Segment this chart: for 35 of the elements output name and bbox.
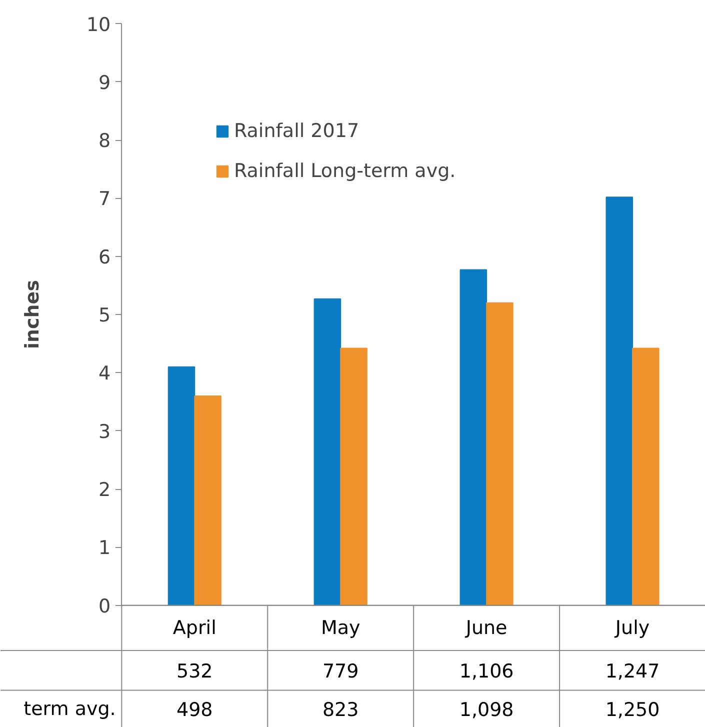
text: 1,106: [459, 660, 514, 682]
legend-label: Rainfall 2017: [234, 120, 360, 142]
bar: [340, 348, 368, 606]
y-tick-label: 3: [98, 420, 111, 443]
y-tick-label: 9: [98, 72, 111, 94]
bar: [632, 348, 660, 606]
bar: [168, 366, 196, 606]
y-tick-label: 10: [86, 14, 111, 36]
bar: [460, 269, 488, 606]
y-tick-label: 1: [98, 537, 111, 560]
text: 779: [322, 660, 359, 682]
text: 1,098: [459, 698, 514, 721]
bar: [314, 298, 342, 606]
x-tick-label: April: [172, 616, 216, 639]
text: 1,247: [605, 660, 660, 682]
y-tick-label: 5: [98, 304, 111, 327]
x-tick-label: May: [320, 616, 360, 639]
text: 532: [176, 660, 213, 682]
text: term avg.: [24, 698, 116, 720]
y-tick-label: 6: [98, 246, 111, 268]
x-tick-label: June: [464, 616, 508, 639]
bar: [606, 196, 634, 606]
y-tick-label: 7: [98, 188, 111, 210]
legend-label: Rainfall Long-term avg.: [234, 160, 456, 182]
y-tick-label: 0: [98, 595, 111, 618]
y-tick-label: 8: [98, 130, 111, 152]
text: 823: [322, 698, 359, 721]
x-tick-label: July: [614, 616, 650, 639]
text: 498: [176, 698, 213, 721]
bar: [486, 302, 514, 606]
y-tick-label: 2: [98, 479, 111, 502]
text: 1,250: [605, 698, 660, 721]
y-axis-title: inches: [21, 280, 44, 350]
bar: [194, 395, 222, 606]
y-tick-label: 4: [98, 362, 111, 385]
